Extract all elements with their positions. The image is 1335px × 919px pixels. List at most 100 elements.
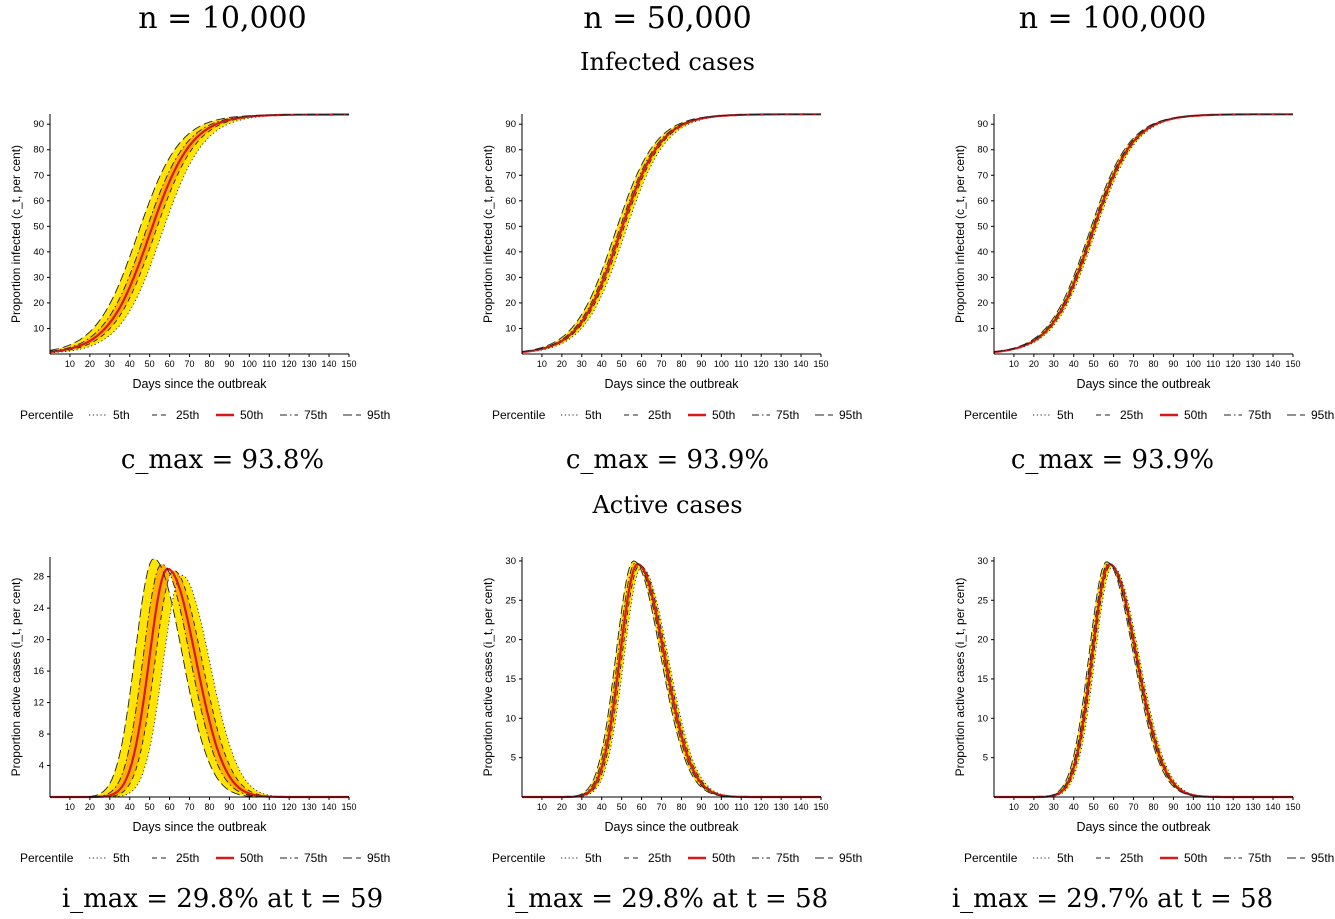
x-tick-label: 30 bbox=[1049, 359, 1059, 369]
infected-caption-3: c_max = 93.9% bbox=[1010, 445, 1215, 475]
x-tick-label: 10 bbox=[65, 802, 75, 812]
y-tick-label: 70 bbox=[505, 170, 516, 181]
y-tick-label: 50 bbox=[33, 221, 44, 232]
y-tick-label: 60 bbox=[33, 196, 44, 207]
x-tick-label: 40 bbox=[125, 359, 135, 369]
x-tick-label: 140 bbox=[322, 359, 337, 369]
x-tick-label: 150 bbox=[813, 802, 828, 812]
y-axis-label: Proportion active cases (i_t, per cent) bbox=[481, 578, 495, 777]
x-tick-label: 90 bbox=[1168, 802, 1178, 812]
y-axis-label: Proportion active cases (i_t, per cent) bbox=[953, 578, 967, 777]
active-caption-3: i_max = 29.7% at t = 58 bbox=[951, 884, 1274, 914]
y-tick-label: 50 bbox=[505, 221, 516, 232]
y-tick-label: 10 bbox=[977, 713, 988, 724]
band-5th-95th bbox=[522, 560, 821, 797]
x-tick-label: 20 bbox=[85, 802, 95, 812]
legend: Percentile 5th 25th 50th 75th 95th bbox=[492, 851, 862, 865]
x-tick-label: 110 bbox=[1206, 359, 1220, 369]
infected-chart-n100000: 10 20 30 40 50 60 70 80 90 100 110 120 130 140 150 10 20… bbox=[953, 113, 1334, 422]
y-tick-label: 5 bbox=[511, 753, 516, 764]
legend-label-5th: 5th bbox=[1057, 408, 1074, 422]
active-caption-1: i_max = 29.8% at t = 59 bbox=[61, 884, 384, 914]
x-tick-label: 30 bbox=[105, 802, 115, 812]
x-tick-label: 100 bbox=[714, 802, 729, 812]
x-tick-label: 150 bbox=[1285, 802, 1300, 812]
x-tick-label: 30 bbox=[577, 802, 587, 812]
x-axis-label: Days since the outbreak bbox=[132, 820, 267, 834]
y-tick-label: 15 bbox=[505, 674, 516, 685]
x-tick-label: 20 bbox=[557, 359, 567, 369]
x-tick-label: 20 bbox=[85, 359, 95, 369]
x-tick-label: 30 bbox=[105, 359, 115, 369]
infected-chart-n10000: 10 20 30 40 50 60 70 80 90 100 110 120 130 140 150 10 20… bbox=[9, 113, 390, 422]
legend-label-95th: 95th bbox=[1311, 408, 1334, 422]
x-tick-label: 110 bbox=[262, 359, 276, 369]
legend-label-25th: 25th bbox=[1120, 851, 1143, 865]
x-tick-label: 110 bbox=[1206, 802, 1220, 812]
y-tick-label: 10 bbox=[977, 323, 988, 334]
x-axis-label: Days since the outbreak bbox=[1076, 820, 1211, 834]
legend-label-95th: 95th bbox=[367, 408, 390, 422]
x-tick-label: 140 bbox=[322, 802, 337, 812]
y-tick-label: 80 bbox=[977, 145, 988, 156]
y-tick-label: 30 bbox=[33, 272, 44, 283]
x-tick-label: 80 bbox=[1148, 802, 1158, 812]
legend-label-50th: 50th bbox=[1184, 851, 1207, 865]
y-tick-label: 20 bbox=[505, 635, 516, 646]
x-tick-label: 80 bbox=[676, 359, 686, 369]
y-tick-label: 70 bbox=[977, 170, 988, 181]
x-tick-label: 70 bbox=[657, 802, 667, 812]
legend-label-75th: 75th bbox=[1248, 408, 1271, 422]
percentile-line-5th bbox=[521, 113, 821, 353]
percentile-line-25th bbox=[522, 564, 821, 798]
x-tick-label: 100 bbox=[242, 359, 257, 369]
y-tick-label: 8 bbox=[39, 729, 44, 740]
x-tick-label: 60 bbox=[165, 359, 175, 369]
legend-label-5th: 5th bbox=[113, 851, 130, 865]
x-tick-label: 40 bbox=[597, 359, 607, 369]
y-tick-label: 4 bbox=[39, 761, 44, 772]
legend-label-25th: 25th bbox=[648, 851, 671, 865]
percentile-line-75th bbox=[49, 114, 349, 352]
active-caption-2: i_max = 29.8% at t = 58 bbox=[506, 884, 829, 914]
x-tick-label: 120 bbox=[1226, 802, 1241, 812]
band-5th-95th bbox=[50, 114, 349, 353]
y-tick-label: 20 bbox=[505, 298, 516, 309]
x-tick-label: 60 bbox=[637, 359, 647, 369]
y-tick-label: 30 bbox=[977, 272, 988, 283]
legend: Percentile 5th 25th 50th 75th 95th bbox=[964, 851, 1334, 865]
x-axis-label: Days since the outbreak bbox=[604, 377, 739, 391]
infected-chart-n50000: 10 20 30 40 50 60 70 80 90 100 110 120 130 140 150 10 20… bbox=[481, 113, 862, 422]
legend-label-75th: 75th bbox=[304, 851, 327, 865]
legend-title: Percentile bbox=[492, 851, 546, 865]
y-tick-label: 80 bbox=[505, 145, 516, 156]
legend-label-50th: 50th bbox=[240, 408, 263, 422]
x-tick-label: 50 bbox=[145, 802, 155, 812]
legend-label-95th: 95th bbox=[367, 851, 390, 865]
x-tick-label: 70 bbox=[185, 802, 195, 812]
x-tick-label: 90 bbox=[696, 359, 706, 369]
legend-label-75th: 75th bbox=[1248, 851, 1271, 865]
percentile-line-25th bbox=[993, 113, 1293, 353]
column-header-2: n = 50,000 bbox=[583, 1, 752, 36]
x-tick-label: 130 bbox=[302, 359, 317, 369]
y-tick-label: 40 bbox=[505, 247, 516, 258]
x-tick-label: 100 bbox=[714, 359, 729, 369]
x-tick-label: 140 bbox=[1266, 802, 1281, 812]
y-axis-label: Proportion active cases (i_t, per cent) bbox=[9, 578, 23, 777]
x-tick-label: 40 bbox=[1069, 802, 1079, 812]
y-tick-label: 90 bbox=[977, 119, 988, 130]
x-tick-label: 50 bbox=[1089, 802, 1099, 812]
y-tick-label: 5 bbox=[983, 753, 988, 764]
x-tick-label: 90 bbox=[224, 359, 234, 369]
x-tick-label: 150 bbox=[813, 359, 828, 369]
percentile-line-50th bbox=[521, 113, 821, 354]
legend-label-75th: 75th bbox=[776, 408, 799, 422]
x-tick-label: 70 bbox=[1129, 359, 1139, 369]
x-tick-label: 110 bbox=[734, 802, 748, 812]
y-tick-label: 80 bbox=[33, 145, 44, 156]
y-tick-label: 15 bbox=[977, 674, 988, 685]
x-tick-label: 70 bbox=[657, 359, 667, 369]
y-tick-label: 90 bbox=[505, 119, 516, 130]
x-tick-label: 60 bbox=[165, 802, 175, 812]
